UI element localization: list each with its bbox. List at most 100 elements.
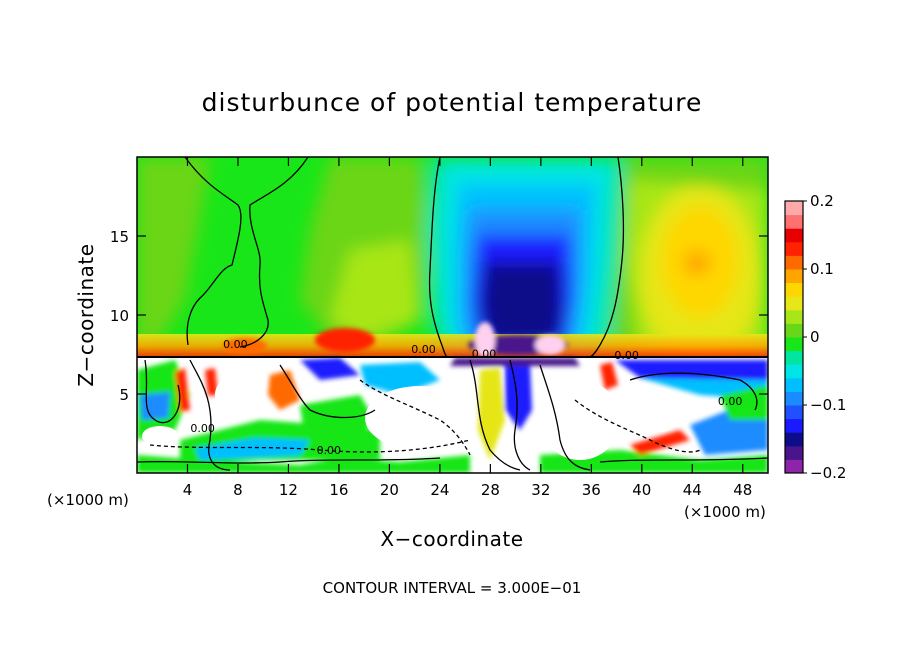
contour-line-low-1 [144, 359, 181, 424]
colorbar-swatch [785, 282, 803, 297]
colorbar-swatch [785, 405, 803, 420]
contour-line-low-5 [509, 359, 531, 471]
x-tick-label: 20 [380, 481, 399, 499]
x-tick-label: 12 [279, 481, 298, 499]
lower-blue-column [505, 366, 532, 430]
y-tick-label: 15 [110, 228, 129, 246]
contour-line-low-4 [469, 359, 521, 471]
plot-area: 0.00 0.00 0.00 0.00 0.00 0.00 0.00 [137, 157, 768, 473]
lower-red-right-2 [630, 430, 690, 455]
field-region-navy-core [480, 262, 563, 345]
colorbar-swatch [785, 228, 803, 243]
contour-label: 0.00 [614, 349, 639, 362]
y-axis: 5 10 15 [110, 228, 768, 404]
colorbar-swatch [785, 309, 803, 324]
white-cell-5 [142, 426, 178, 446]
lower-purple-streak [450, 358, 580, 366]
contour-line-low-2 [189, 359, 231, 471]
colorbar-swatch [785, 459, 803, 474]
field-region-light-green-left [137, 157, 210, 345]
contour-line-low-11 [137, 457, 441, 464]
x-tick-label: 24 [430, 481, 449, 499]
upper-field [137, 157, 768, 357]
colorbar-swatch [785, 445, 803, 460]
contour-line-low-7 [629, 372, 758, 411]
lower-orange-patch [268, 370, 300, 410]
colorbar-swatch [785, 418, 803, 433]
lower-layer [137, 357, 768, 473]
x-axis: 4 8 12 16 20 24 28 32 36 40 44 48 [183, 157, 752, 499]
lower-red-left [175, 368, 190, 412]
y-tick-label: 5 [119, 386, 129, 404]
colorbar-swatch [785, 323, 803, 338]
colorbar-tick-label: −0.1 [810, 396, 846, 414]
colorbar-swatch [785, 214, 803, 229]
contour-label: 0.00 [411, 343, 436, 356]
white-cell-1 [215, 373, 265, 417]
white-cell-2 [365, 386, 475, 450]
contour-line-zero-left [184, 157, 242, 346]
x-axis-label: X−coordinate [380, 527, 523, 551]
contour-lines [137, 157, 768, 471]
colorbar-tick-label: 0 [810, 328, 820, 346]
contour-label: 0.00 [317, 444, 342, 457]
lower-green-right [720, 385, 768, 420]
lower-blue-left [140, 392, 170, 420]
x-tick-label: 28 [481, 481, 500, 499]
colorbar-tick-label: −0.2 [810, 464, 846, 482]
contour-label: 0.00 [472, 348, 497, 361]
lower-red-mid [205, 368, 218, 396]
contour-line-low-10 [574, 399, 701, 453]
lower-blue-center [300, 358, 360, 380]
colorbar-swatch [785, 255, 803, 270]
colorbar-swatch [785, 241, 803, 256]
contour-line-low-9 [359, 379, 471, 456]
lower-red-right [600, 362, 618, 390]
colorbar-tick-label: 0.2 [810, 192, 834, 210]
plume-base-pink-right [535, 335, 565, 355]
x-tick-label: 48 [733, 481, 752, 499]
y-axis-label: Z−coordinate [74, 243, 98, 386]
x-tick-label: 16 [329, 481, 348, 499]
contour-line-low-8 [149, 439, 471, 453]
colorbar: 0.2 0.1 0 −0.1 −0.2 [784, 192, 846, 482]
colorbar-swatch [785, 350, 803, 365]
x-tick-label: 36 [582, 481, 601, 499]
x-axis-unit-right: (×1000 m) [684, 503, 766, 521]
contour-interval-note: CONTOUR INTERVAL = 3.000E−01 [323, 579, 582, 597]
y-tick-label: 10 [110, 307, 129, 325]
contour-label: 0.00 [718, 395, 743, 408]
contour-line-low-3 [279, 364, 376, 419]
red-patch-16 [315, 328, 375, 352]
contour-line-zero-plume-right [589, 157, 625, 358]
plume-base-pink [475, 322, 495, 358]
colorbar-swatch [785, 296, 803, 311]
contour-line-low-12 [599, 457, 768, 463]
colorbar-swatch [785, 201, 803, 216]
x-tick-label: 8 [233, 481, 243, 499]
colorbar-tick-label: 0.1 [810, 260, 834, 278]
lower-cyan-band [195, 438, 310, 460]
contour-line-low-6 [539, 364, 591, 471]
lower-green-center [300, 395, 375, 445]
colorbar-swatch [785, 391, 803, 406]
x-tick-label: 4 [183, 481, 193, 499]
contour-line-zero-plume-left [428, 157, 449, 358]
field-region-dark-orange-right [683, 251, 711, 275]
x-tick-label: 32 [531, 481, 550, 499]
white-cell-4 [638, 388, 682, 432]
x-tick-label: 44 [683, 481, 702, 499]
colorbar-swatch [785, 432, 803, 447]
contour-labels: 0.00 0.00 0.00 0.00 0.00 0.00 0.00 [190, 338, 742, 457]
chart-title: disturbunce of potential temperature [202, 88, 703, 117]
colorbar-swatch [785, 377, 803, 392]
contour-label: 0.00 [190, 422, 215, 435]
colorbar-swatch [785, 337, 803, 352]
contour-label: 0.00 [223, 338, 248, 351]
x-tick-label: 40 [632, 481, 651, 499]
colorbar-swatch [785, 269, 803, 284]
x-axis-unit-left: (×1000 m) [47, 491, 129, 509]
field-region-yellow-green-mid [330, 240, 420, 340]
contour-line-zero-left2 [239, 157, 309, 348]
